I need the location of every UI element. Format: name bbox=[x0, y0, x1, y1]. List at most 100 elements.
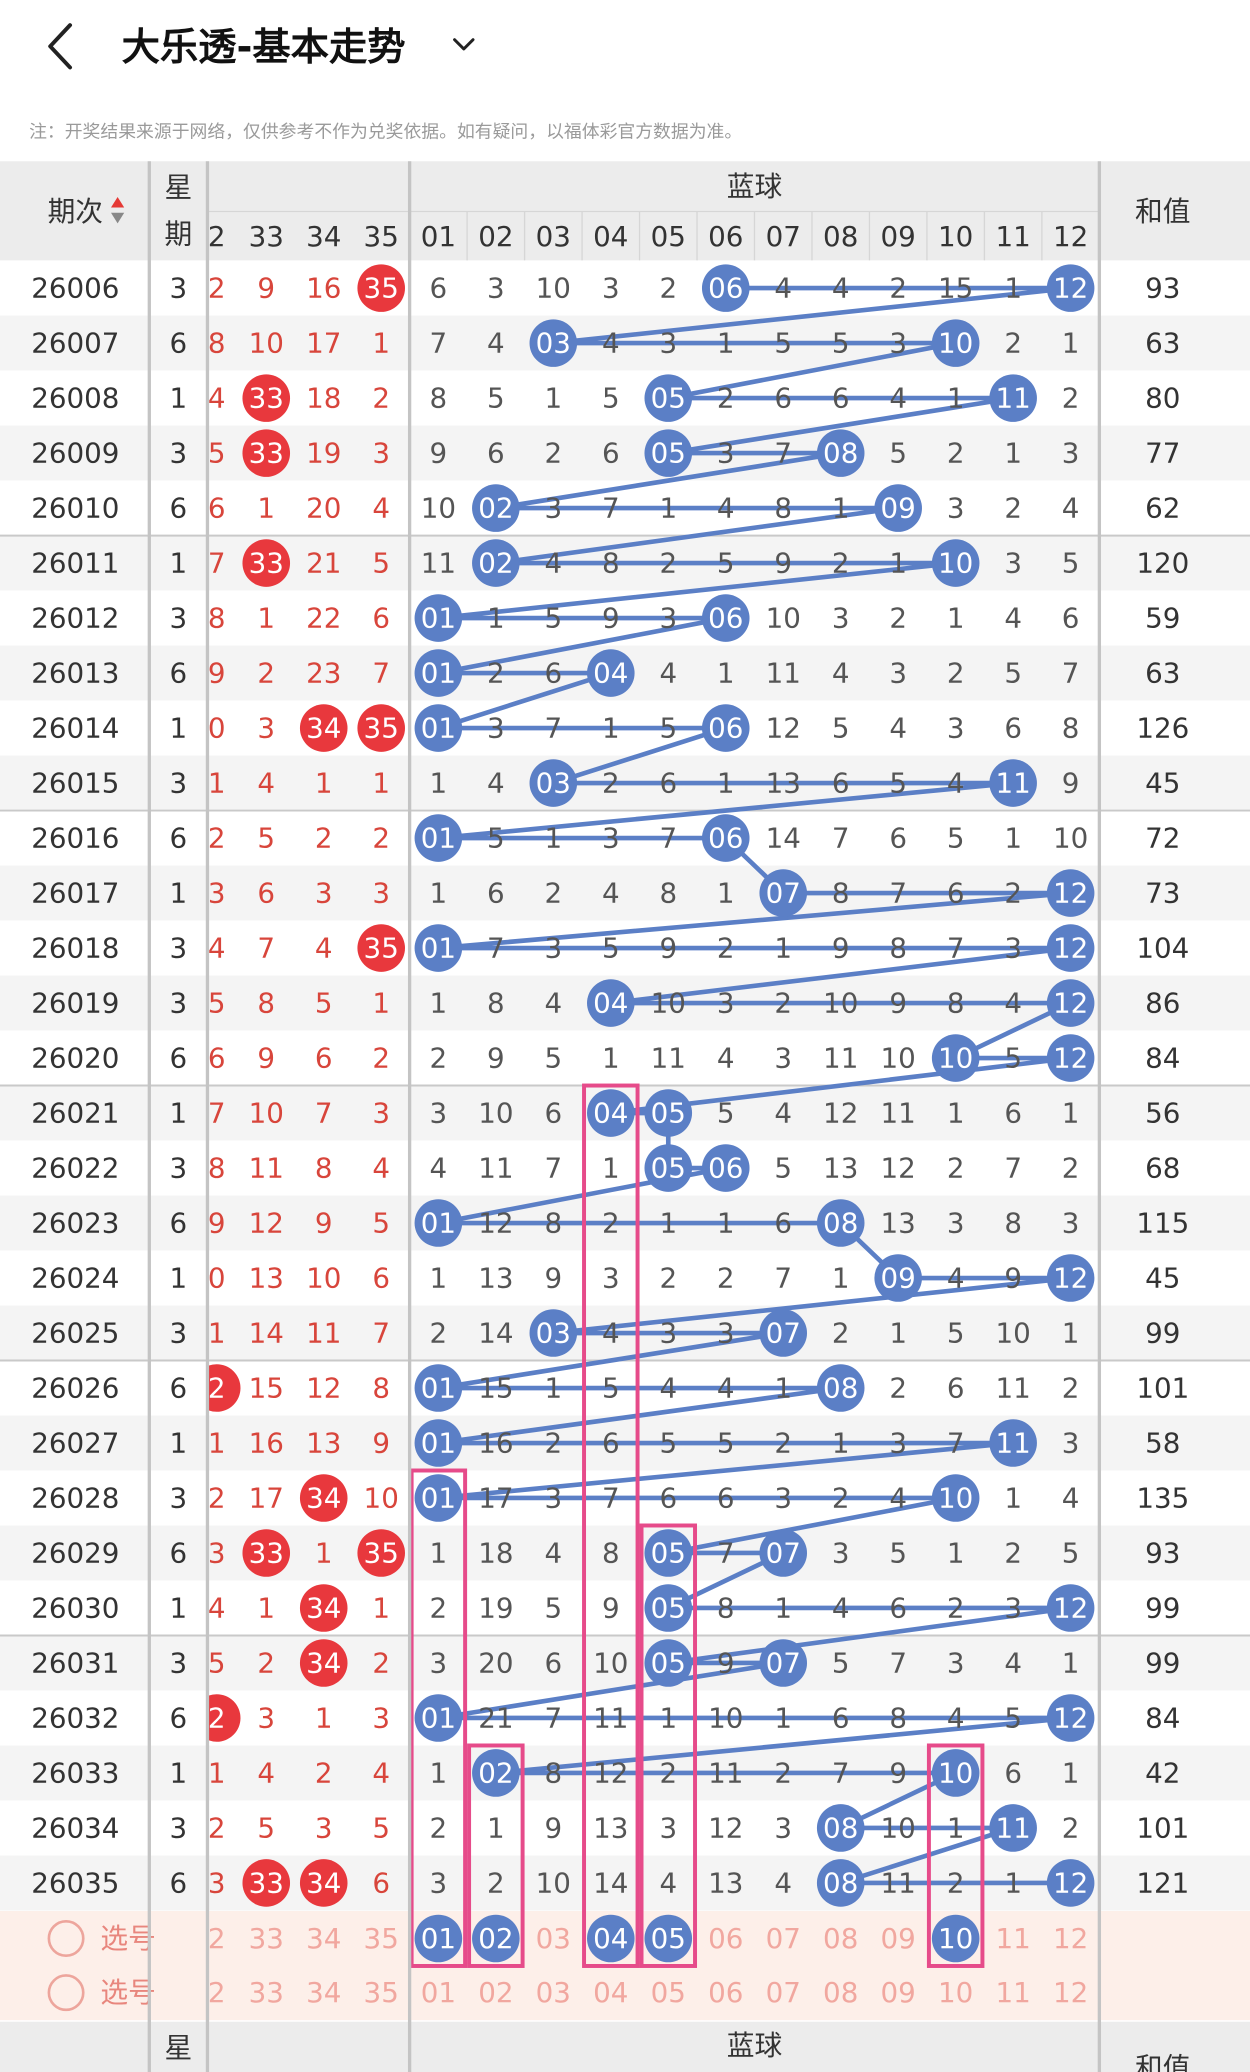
blue-miss: 3 bbox=[947, 1207, 965, 1240]
select-label[interactable]: 选号 bbox=[100, 1922, 155, 1955]
blue-hit: 01 bbox=[421, 1207, 456, 1240]
select-red-number[interactable]: 34 bbox=[306, 1922, 341, 1955]
select-red-number[interactable]: 35 bbox=[364, 1976, 399, 2009]
blue-hit: 06 bbox=[708, 602, 743, 635]
select-blue-number[interactable]: 09 bbox=[881, 1922, 916, 1955]
blue-column-header: 06 bbox=[708, 220, 743, 253]
select-blue-number[interactable]: 11 bbox=[995, 1922, 1030, 1955]
select-blue-number[interactable]: 11 bbox=[995, 1976, 1030, 2009]
blue-miss: 6 bbox=[544, 1646, 562, 1679]
select-blue-number[interactable]: 08 bbox=[823, 1976, 858, 2009]
blue-miss: 2 bbox=[487, 1866, 505, 1899]
blue-miss: 13 bbox=[881, 1207, 916, 1240]
sum-value: 93 bbox=[1145, 1536, 1180, 1569]
select-blue-number[interactable]: 06 bbox=[708, 1922, 743, 1955]
select-blue-chosen[interactable]: 04 bbox=[593, 1922, 628, 1955]
blue-miss: 2 bbox=[1062, 1372, 1080, 1405]
weekday: 1 bbox=[170, 877, 188, 910]
blue-miss: 11 bbox=[766, 657, 801, 690]
blue-miss: 1 bbox=[430, 987, 448, 1020]
select-blue-number[interactable]: 07 bbox=[766, 1976, 801, 2009]
red-miss: 7 bbox=[208, 547, 226, 580]
blue-miss: 8 bbox=[544, 1207, 562, 1240]
select-blue-number[interactable]: 09 bbox=[881, 1976, 916, 2009]
back-button[interactable] bbox=[48, 23, 73, 70]
blue-miss: 2 bbox=[602, 1207, 620, 1240]
red-miss: 2 bbox=[372, 1646, 390, 1679]
hit-ball bbox=[1046, 1859, 1095, 1907]
blue-miss: 1 bbox=[544, 822, 562, 855]
select-radio[interactable] bbox=[47, 1919, 85, 1957]
select-label[interactable]: 选号 bbox=[100, 1976, 155, 2009]
blue-miss: 1 bbox=[774, 1701, 792, 1734]
period-header[interactable]: 期次 bbox=[48, 195, 103, 228]
blue-miss: 13 bbox=[478, 1262, 513, 1295]
sort-asc[interactable] bbox=[110, 196, 125, 208]
weekday: 6 bbox=[170, 492, 188, 525]
blue-miss: 5 bbox=[1062, 547, 1080, 580]
blue-miss: 3 bbox=[602, 1262, 620, 1295]
select-blue-number[interactable]: 10 bbox=[938, 1976, 973, 2009]
blue-miss: 6 bbox=[774, 382, 792, 415]
blue-miss: 4 bbox=[947, 1701, 965, 1734]
blue-miss: 8 bbox=[832, 877, 850, 910]
sum-value: 99 bbox=[1145, 1646, 1180, 1679]
select-blue-chosen[interactable]: 05 bbox=[651, 1922, 686, 1955]
select-red-number[interactable]: 2 bbox=[208, 1922, 226, 1955]
select-blue-chosen[interactable]: 01 bbox=[421, 1922, 456, 1955]
blue-miss: 4 bbox=[1004, 602, 1022, 635]
select-red-number[interactable]: 33 bbox=[249, 1922, 284, 1955]
dropdown-toggle[interactable] bbox=[453, 38, 475, 51]
select-blue-number[interactable]: 08 bbox=[823, 1922, 858, 1955]
select-radio[interactable] bbox=[47, 1974, 85, 2012]
select-red-number[interactable]: 33 bbox=[249, 1976, 284, 2009]
select-blue-number[interactable]: 04 bbox=[593, 1976, 628, 2009]
select-red-number[interactable]: 34 bbox=[306, 1976, 341, 2009]
blue-miss: 5 bbox=[832, 1646, 850, 1679]
red-miss: 8 bbox=[257, 987, 275, 1020]
hit-ball bbox=[414, 704, 463, 752]
red-miss: 3 bbox=[315, 877, 333, 910]
blue-miss: 11 bbox=[421, 547, 456, 580]
blue-miss: 8 bbox=[430, 382, 448, 415]
red-miss: 6 bbox=[372, 1866, 390, 1899]
blue-miss: 5 bbox=[717, 1097, 735, 1130]
select-blue-number[interactable]: 07 bbox=[766, 1922, 801, 1955]
sum-value: 77 bbox=[1145, 437, 1180, 470]
period: 26011 bbox=[31, 547, 119, 580]
blue-miss: 9 bbox=[832, 932, 850, 965]
blue-hit: 12 bbox=[1053, 932, 1088, 965]
blue-miss: 10 bbox=[708, 1701, 743, 1734]
blue-miss: 10 bbox=[651, 987, 686, 1020]
period: 26028 bbox=[31, 1481, 119, 1514]
blue-miss: 11 bbox=[881, 1866, 916, 1899]
weekday: 3 bbox=[170, 272, 188, 305]
weekday: 3 bbox=[170, 1481, 188, 1514]
select-blue-number[interactable]: 05 bbox=[651, 1976, 686, 2009]
red-miss: 3 bbox=[208, 877, 226, 910]
select-red-number[interactable]: 35 bbox=[364, 1922, 399, 1955]
select-blue-number[interactable]: 12 bbox=[1053, 1976, 1088, 2009]
blue-hit: 01 bbox=[421, 1481, 456, 1514]
select-blue-number[interactable]: 02 bbox=[478, 1976, 513, 2009]
select-blue-number[interactable]: 06 bbox=[708, 1976, 743, 2009]
red-miss: 16 bbox=[249, 1427, 284, 1460]
select-blue-number[interactable]: 12 bbox=[1053, 1922, 1088, 1955]
blue-miss: 1 bbox=[659, 492, 677, 525]
red-hit: 33 bbox=[249, 382, 284, 415]
partial-column: 6 bbox=[209, 1042, 226, 1075]
blue-miss: 4 bbox=[947, 767, 965, 800]
select-blue-number[interactable]: 03 bbox=[536, 1922, 571, 1955]
select-blue-chosen[interactable]: 10 bbox=[938, 1922, 973, 1955]
sum-value: 45 bbox=[1145, 1262, 1180, 1295]
blue-miss: 1 bbox=[1062, 1317, 1080, 1350]
streak-box bbox=[926, 1743, 985, 1968]
blue-miss: 2 bbox=[544, 1427, 562, 1460]
sort-desc[interactable] bbox=[110, 212, 125, 224]
select-blue-number[interactable]: 03 bbox=[536, 1976, 571, 2009]
select-red-number[interactable]: 2 bbox=[208, 1976, 226, 2009]
blue-miss: 1 bbox=[430, 1536, 448, 1569]
select-blue-number[interactable]: 01 bbox=[421, 1976, 456, 2009]
select-blue-chosen[interactable]: 02 bbox=[478, 1922, 513, 1955]
period: 26016 bbox=[31, 822, 119, 855]
